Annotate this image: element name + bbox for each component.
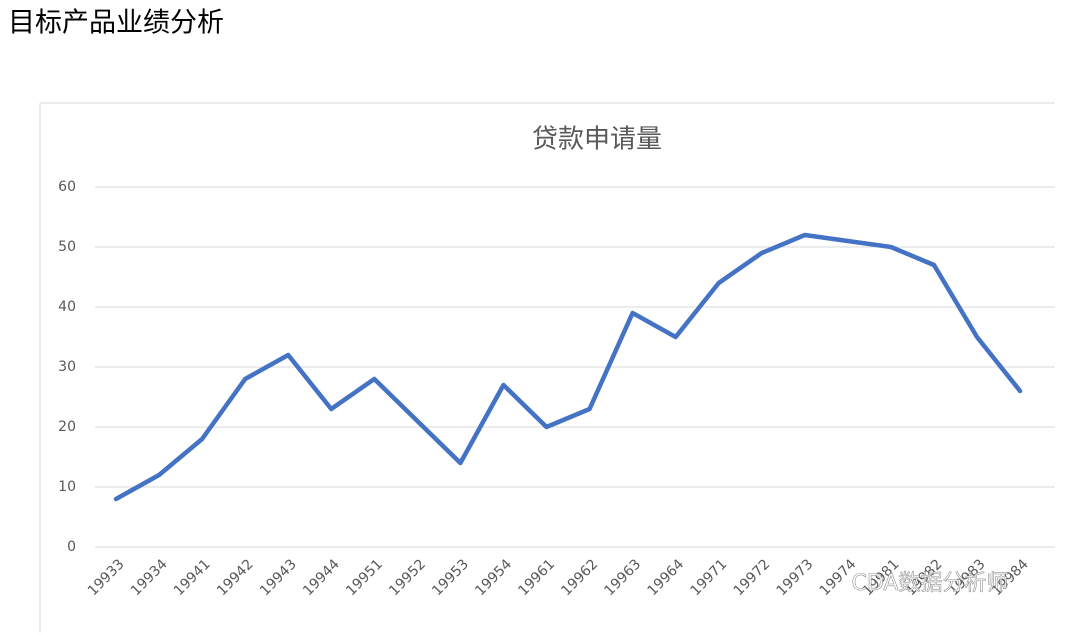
x-tick-label: 19972 bbox=[731, 556, 774, 599]
x-tick-label: 19941 bbox=[171, 556, 214, 599]
x-tick-label: 19973 bbox=[774, 556, 817, 599]
y-tick-label: 10 bbox=[58, 479, 76, 495]
x-tick-label: 19934 bbox=[128, 556, 171, 599]
x-tick-label: 19943 bbox=[257, 556, 300, 599]
chart-title: 贷款申请量 bbox=[532, 125, 662, 155]
x-tick-label: 19944 bbox=[300, 556, 343, 599]
x-tick-label: 19961 bbox=[515, 556, 558, 599]
x-tick-label: 19962 bbox=[558, 556, 601, 599]
y-tick-label: 0 bbox=[67, 539, 76, 555]
x-tick-label: 19971 bbox=[688, 556, 731, 599]
y-tick-label: 60 bbox=[58, 179, 76, 195]
y-tick-label: 50 bbox=[58, 239, 76, 255]
series-line bbox=[113, 232, 1023, 502]
x-tick-label: 19953 bbox=[429, 556, 472, 599]
x-tick-label: 19952 bbox=[386, 556, 429, 599]
page-title: 目标产品业绩分析 bbox=[8, 8, 224, 39]
x-tick-label: 19933 bbox=[85, 556, 128, 599]
x-tick-label: 19942 bbox=[214, 556, 257, 599]
y-tick-label: 30 bbox=[58, 359, 76, 375]
x-tick-label: 19963 bbox=[601, 556, 644, 599]
x-tick-label: 19964 bbox=[644, 556, 687, 599]
watermark: CDA数据分析师 bbox=[852, 571, 1009, 596]
y-tick-label: 20 bbox=[58, 419, 76, 435]
y-tick-label: 40 bbox=[58, 299, 76, 315]
x-tick-label: 19954 bbox=[472, 556, 515, 599]
x-tick-label: 19951 bbox=[343, 556, 386, 599]
